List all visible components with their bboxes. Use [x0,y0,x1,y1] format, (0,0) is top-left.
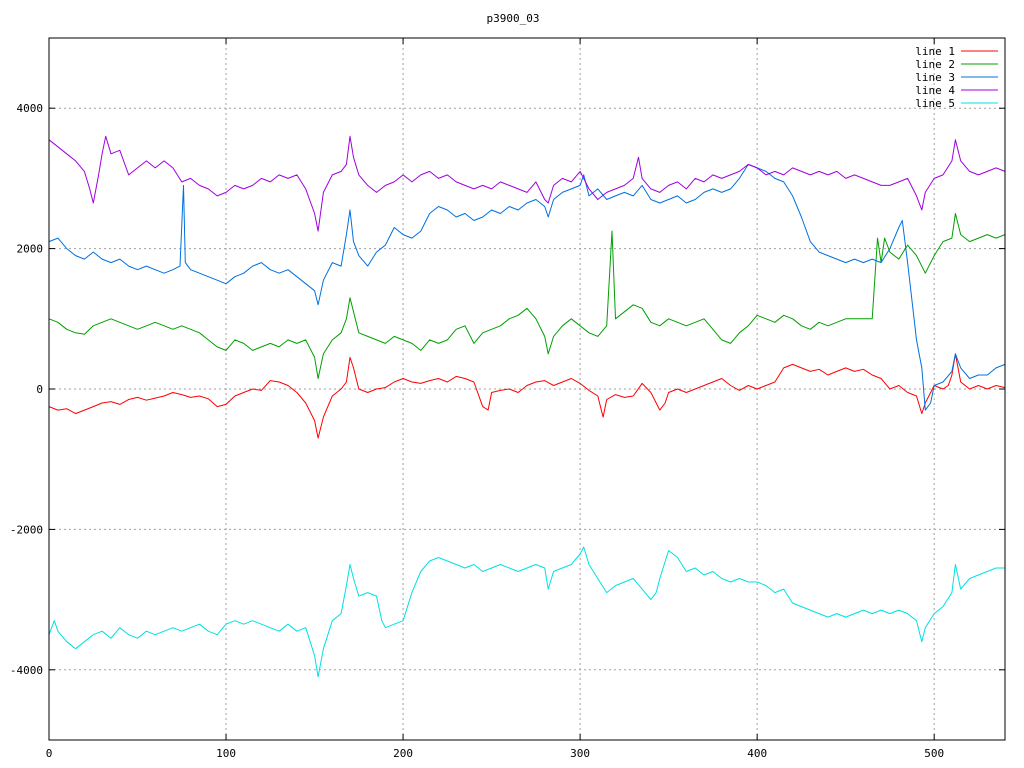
x-tick-label: 100 [216,747,236,760]
axis-ticks: 0 100 200 300 400 500 -4000 -2000 0 2000 4000 [10,38,1005,760]
series-line-3 [48,163,1006,411]
plot-frame [48,37,1006,741]
series-group [48,135,1006,678]
series-line-1 [48,353,1006,439]
x-tick-label: 300 [570,747,590,760]
y-tick-label: 4000 [17,102,44,115]
legend-label-1: line 1 [915,45,955,58]
series-line-2 [48,213,1006,379]
x-tick-label: 200 [393,747,413,760]
y-tick-label: -4000 [10,664,43,677]
x-tick-label: 0 [46,747,53,760]
chart-title: p3900_03 [487,12,540,25]
series-line-4 [48,135,1006,232]
y-tick-label: 2000 [17,243,44,256]
legend-label-2: line 2 [915,58,955,71]
grid [49,38,1005,740]
series-line-5 [48,546,1005,678]
x-tick-label: 500 [924,747,944,760]
legend-label-3: line 3 [915,71,955,84]
x-tick-label: 400 [747,747,767,760]
legend-label-5: line 5 [915,97,955,110]
y-tick-label: 0 [36,383,43,396]
legend-label-4: line 4 [915,84,955,97]
y-tick-label: -2000 [10,523,43,536]
